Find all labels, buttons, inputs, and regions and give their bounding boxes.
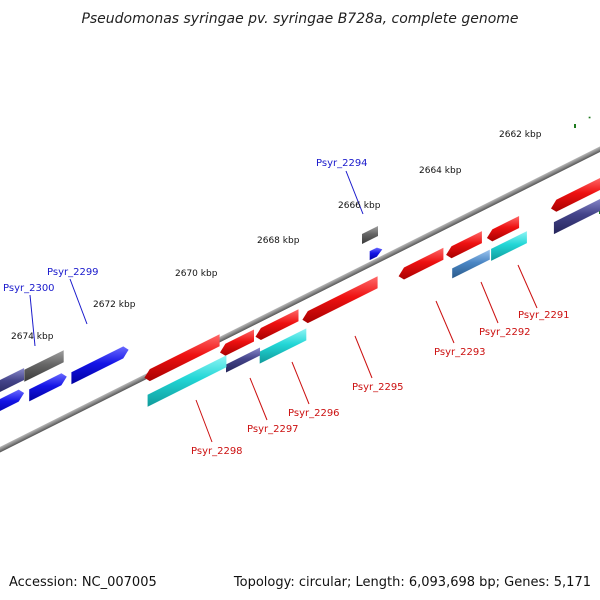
callout-psyr-2294 — [345, 170, 364, 215]
gene-arrow-psyr-2298 — [144, 334, 220, 382]
callout-psyr-2299 — [69, 278, 88, 325]
gene-arrow-psyr-2294 — [362, 226, 378, 244]
callout-psyr-2292 — [480, 281, 499, 324]
gene-label-psyr-2294: Psyr_2294 — [316, 158, 368, 169]
accession-text: Accession: NC_007005 — [9, 575, 157, 590]
gene-arrow-psyr-2294b — [369, 247, 383, 261]
scale-label-2672: 2672 kbp — [93, 300, 136, 310]
scale-label-2662: 2662 kbp — [499, 130, 542, 140]
gene-label-psyr-2297: Psyr_2297 — [247, 424, 299, 435]
gene-arrow-psyr-2291 — [551, 177, 600, 212]
callout-psyr-2291 — [517, 264, 538, 309]
gene-label-psyr-2300: Psyr_2300 — [3, 283, 55, 294]
gene-arrow-psyr-2298b — [147, 355, 227, 407]
gene-label-psyr-2299: Psyr_2299 — [47, 267, 99, 278]
gene-arrow-psyr-2299 — [71, 346, 129, 385]
callout-psyr-2296 — [291, 361, 310, 405]
callout-psyr-2293 — [435, 300, 455, 344]
callout-psyr-2295 — [354, 335, 373, 379]
scale-label-2668: 2668 kbp — [257, 236, 300, 246]
gene-arrow-psyr-2299b — [29, 373, 67, 402]
gene-arrow-psyr-2296b — [259, 328, 307, 364]
scale-label-2664: 2664 kbp — [419, 166, 462, 176]
scale-ticks-outer — [574, 116, 591, 128]
genome-backbone — [0, 109, 600, 490]
gene-arrow-upper-left — [0, 368, 25, 392]
scale-labels: 2662 kbp 2664 kbp 2666 kbp 2668 kbp 2670… — [11, 130, 542, 342]
genome-summary-text: Topology: circular; Length: 6,093,698 bp… — [233, 575, 591, 590]
scale-label-2666: 2666 kbp — [338, 201, 381, 211]
gene-arrow-psyr-2295 — [302, 276, 378, 324]
gene-arrow-psyr-2300 — [24, 350, 64, 382]
scale-label-2674: 2674 kbp — [11, 332, 54, 342]
gene-label-psyr-2291: Psyr_2291 — [518, 310, 570, 321]
gene-arrow-psyr-2297 — [220, 329, 254, 356]
gene-callouts — [29, 170, 538, 443]
gene-arrow-psyr-2293c — [398, 247, 444, 280]
genome-backbone-group — [0, 109, 600, 490]
gene-arrow-psyr-2297b — [226, 347, 260, 373]
gene-label-psyr-2295: Psyr_2295 — [352, 382, 404, 393]
gene-label-psyr-2298: Psyr_2298 — [191, 446, 243, 457]
gene-label-psyr-2292: Psyr_2292 — [479, 327, 531, 338]
gene-label-psyr-2296: Psyr_2296 — [288, 408, 340, 419]
gene-arrow-psyr-2296 — [255, 309, 299, 340]
callout-psyr-2300 — [29, 294, 36, 347]
callout-psyr-2297 — [249, 377, 268, 421]
gene-arrow-lower-left — [0, 389, 25, 411]
gene-arrow-psyr-2292b — [491, 231, 527, 261]
gene-label-psyr-2293: Psyr_2293 — [434, 347, 486, 358]
gene-arrow-psyr-2291b — [553, 198, 600, 235]
gene-arrow-psyr-2293 — [446, 231, 482, 259]
gene-arrow-psyr-2293b — [452, 249, 490, 279]
gene-arrows — [0, 177, 600, 411]
scale-label-2670: 2670 kbp — [175, 269, 218, 279]
map-title: Pseudomonas syringae pv. syringae B728a,… — [81, 11, 518, 27]
gene-arrow-psyr-2292 — [486, 216, 520, 242]
gene-labels: Psyr_2294 Psyr_2299 Psyr_2300 Psyr_2291 … — [3, 158, 570, 457]
callout-psyr-2298 — [195, 399, 213, 443]
